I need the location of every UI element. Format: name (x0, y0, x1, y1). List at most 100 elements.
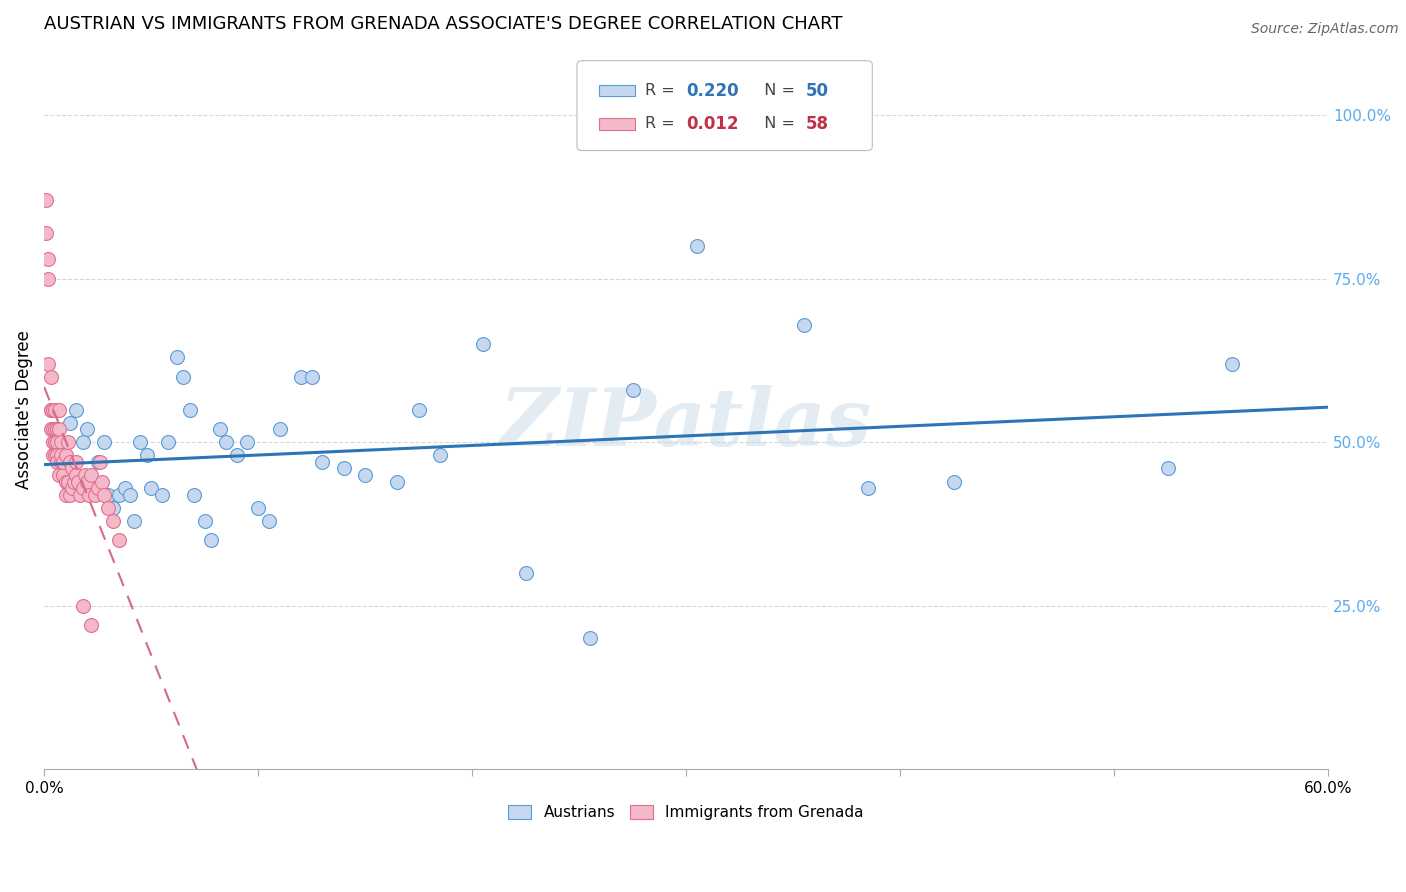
Point (72, 599, 94, 613)
Point (200, 533, 222, 548)
Point (387, 475, 409, 489)
Point (311, 455, 333, 469)
Point (86, 481, 108, 495)
Point (60, 481, 83, 495)
Point (55, 487, 77, 501)
Point (93, 487, 115, 501)
Point (77, 487, 100, 501)
Point (793, 318, 815, 332)
Point (39, 422, 62, 436)
Point (51, 448, 73, 462)
Point (51, 448, 73, 462)
Point (55, 475, 77, 489)
Point (122, 514, 145, 528)
Point (332, 461, 354, 475)
Point (48, 422, 70, 436)
Point (183, 487, 205, 501)
Point (65, 467, 87, 482)
Point (72, 481, 94, 495)
Text: Source: ZipAtlas.com: Source: ZipAtlas.com (1251, 22, 1399, 37)
Point (76, 422, 98, 436)
Point (579, 632, 602, 646)
Point (41, 435, 63, 450)
Point (108, 487, 131, 501)
Point (52, 455, 75, 469)
Point (59, 487, 82, 501)
Bar (599, 85, 634, 96)
Point (1156, 461, 1178, 475)
Point (46, 448, 69, 462)
Point (39, 369, 62, 384)
Point (35, 194, 58, 208)
Point (60, 461, 83, 475)
Point (686, 239, 709, 253)
Point (129, 435, 152, 450)
Point (41, 402, 63, 417)
Point (118, 487, 141, 501)
Point (73, 467, 96, 482)
Point (37, 252, 59, 267)
Point (56, 475, 79, 489)
Point (37, 357, 59, 371)
Bar (599, 118, 634, 129)
Point (429, 448, 451, 462)
Point (93, 435, 115, 450)
Point (1220, 357, 1243, 371)
Point (942, 475, 965, 489)
Point (37, 272, 59, 286)
Point (55, 448, 77, 462)
Point (39, 402, 62, 417)
Point (139, 481, 162, 495)
Point (41, 422, 63, 436)
Point (179, 402, 201, 417)
Point (108, 533, 131, 548)
Point (101, 500, 124, 515)
Point (621, 383, 644, 397)
Point (84, 487, 107, 501)
Point (80, 467, 103, 482)
Point (290, 369, 312, 384)
Text: 0.220: 0.220 (686, 82, 738, 100)
Text: N =: N = (754, 83, 800, 98)
Text: AUSTRIAN VS IMMIGRANTS FROM GRENADA ASSOCIATE'S DEGREE CORRELATION CHART: AUSTRIAN VS IMMIGRANTS FROM GRENADA ASSO… (44, 15, 842, 33)
Point (269, 422, 291, 436)
Point (44, 402, 66, 417)
Text: R =: R = (645, 83, 681, 98)
Point (471, 337, 494, 351)
Point (65, 402, 87, 417)
Point (46, 455, 69, 469)
Text: N =: N = (754, 116, 800, 131)
Point (354, 467, 377, 482)
Point (44, 435, 66, 450)
Point (90, 475, 112, 489)
Point (215, 435, 238, 450)
Point (56, 435, 79, 450)
Text: ZIPatlas: ZIPatlas (501, 385, 872, 463)
Point (236, 435, 259, 450)
Point (97, 487, 120, 501)
Text: 50: 50 (806, 82, 828, 100)
Point (101, 514, 124, 528)
Point (69, 487, 91, 501)
Point (157, 435, 180, 450)
Point (76, 475, 98, 489)
Point (39, 402, 62, 417)
Point (194, 514, 217, 528)
Point (408, 402, 430, 417)
Point (59, 455, 82, 469)
Point (41, 448, 63, 462)
Point (208, 422, 231, 436)
Text: R =: R = (645, 116, 681, 131)
Point (172, 369, 194, 384)
Point (515, 566, 537, 580)
Point (257, 514, 280, 528)
Point (65, 455, 87, 469)
Point (97, 500, 120, 515)
Point (44, 448, 66, 462)
Y-axis label: Associate's Degree: Associate's Degree (15, 330, 32, 489)
Point (52, 467, 75, 482)
Text: 58: 58 (806, 115, 828, 133)
Point (80, 618, 103, 632)
Point (247, 500, 270, 515)
Text: 0.012: 0.012 (686, 115, 738, 133)
